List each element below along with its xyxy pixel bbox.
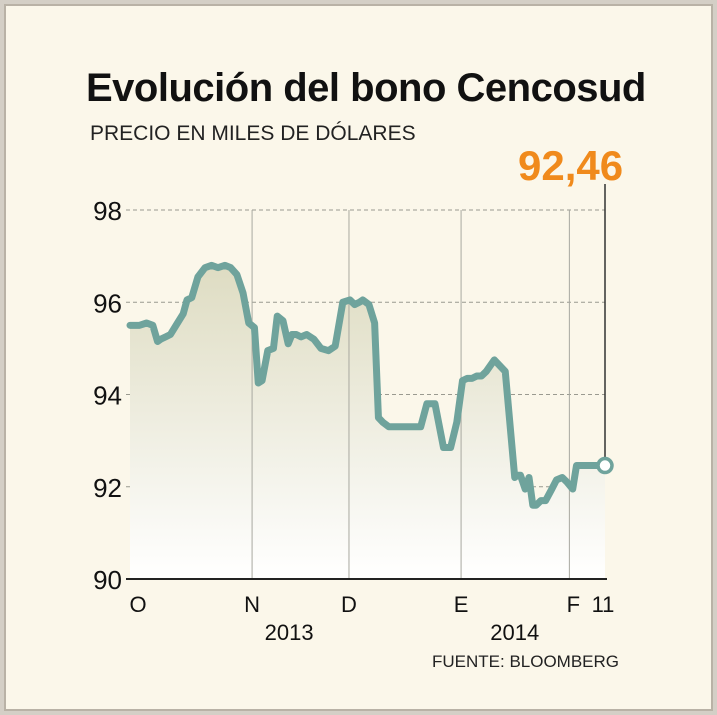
x-tick-label: N bbox=[244, 592, 260, 617]
chart-subtitle: PRECIO EN MILES DE DÓLARES bbox=[90, 122, 416, 145]
x-tick-label: O bbox=[129, 592, 146, 617]
y-tick-label: 98 bbox=[93, 196, 122, 226]
x-tick-label: D bbox=[341, 592, 357, 617]
y-axis-labels: 90 92 94 96 98 bbox=[93, 196, 122, 595]
chart-source: FUENTE: BLOOMBERG bbox=[432, 652, 620, 671]
x-tick-label: E bbox=[454, 592, 469, 617]
y-tick-label: 90 bbox=[93, 565, 122, 595]
y-tick-label: 96 bbox=[93, 288, 122, 318]
chart-title: Evolución del bono Cencosud bbox=[86, 66, 646, 110]
x-tick-label: 11 bbox=[592, 592, 615, 617]
x-tick-label: F bbox=[567, 592, 580, 617]
x-axis-labels: O N D E F 11 2013 2014 bbox=[129, 592, 614, 645]
last-value-marker bbox=[596, 456, 614, 475]
series-line bbox=[126, 261, 609, 509]
y-tick-label: 92 bbox=[93, 473, 122, 503]
year-label: 2014 bbox=[490, 620, 539, 645]
year-label: 2013 bbox=[265, 620, 314, 645]
last-value-label: 92,46 bbox=[518, 142, 624, 189]
area-fill bbox=[130, 265, 605, 579]
y-tick-label: 94 bbox=[93, 381, 122, 411]
